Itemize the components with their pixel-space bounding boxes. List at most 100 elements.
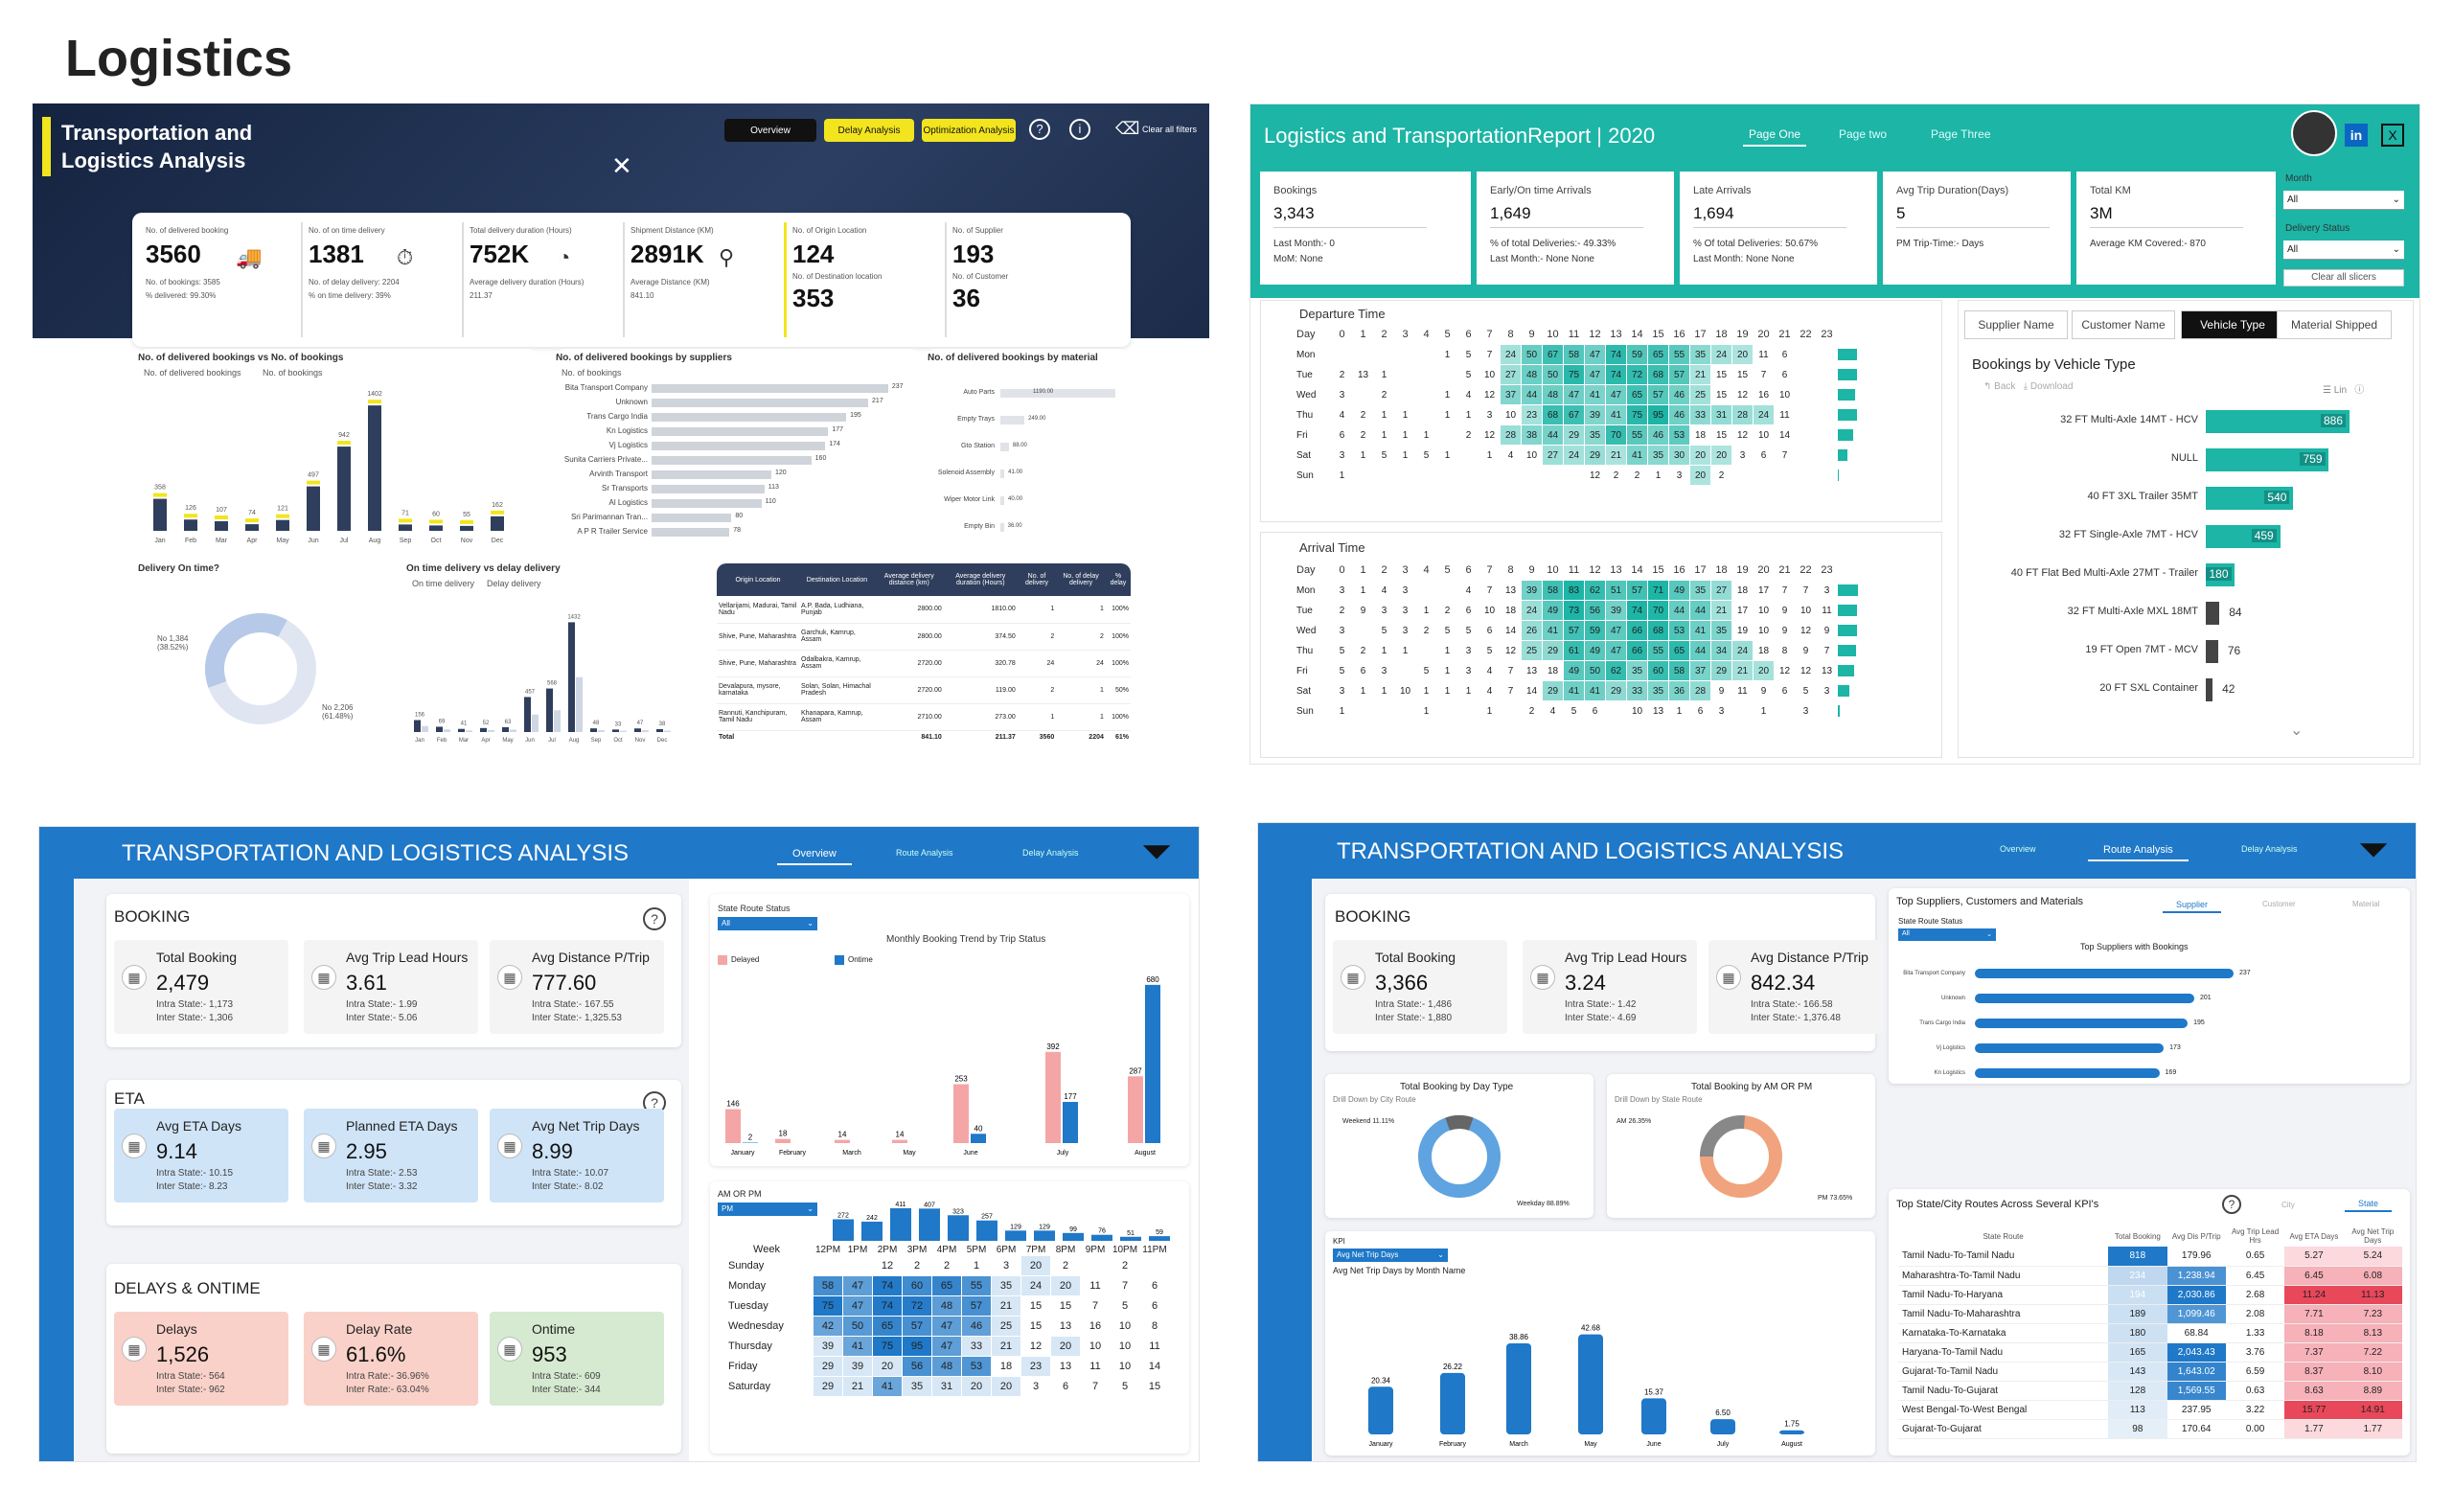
tab-customer[interactable]: Customer [2262, 900, 2296, 908]
table-cell: 50% [1114, 686, 1129, 694]
table-header-row: State Route Total Booking Avg Dis P/Trip Av… [1898, 1226, 2402, 1247]
heatmap-cell: 29 [814, 1357, 842, 1376]
total-bar [1838, 470, 1840, 481]
heatmap-cell [1353, 385, 1373, 404]
bookings-column-chart: No. of delivered bookings vs No. of book… [138, 349, 537, 560]
kpi-sub-2: Inter State:- 8.02 [532, 1181, 604, 1192]
bar-label: Kn Logistics [606, 426, 648, 435]
booking-section: BOOKING ▦ Total Booking 3,366 Intra State:-… [1325, 894, 1883, 1051]
tab-delay-analysis[interactable]: Delay Analysis [2241, 844, 2298, 854]
bar-value-label: 113 [768, 484, 779, 491]
x-twitter-icon[interactable]: X [2381, 124, 2404, 147]
chevron-down-icon: ⌄ [1986, 931, 1992, 938]
heatmap-cell: 5 [1465, 625, 1472, 636]
hour-header: 13 [1610, 564, 1622, 576]
tab-customer-name[interactable]: Customer Name [2072, 310, 2175, 339]
kpi-label: Total delivery duration (Hours) [470, 226, 572, 235]
clear-slicers-button[interactable]: Clear all slicers [2283, 269, 2404, 286]
info-icon[interactable]: i [1069, 119, 1090, 140]
heatmap-cell: 74 [873, 1276, 902, 1295]
tab-route-analysis[interactable]: Route Analysis [896, 848, 953, 858]
tab-city[interactable]: City [2281, 1201, 2295, 1209]
tab-delay-analysis[interactable]: Delay Analysis [1022, 848, 1079, 858]
donut-label-right: PM 73.65% [1818, 1195, 1853, 1202]
status-slicer[interactable]: All ⌄ [2283, 241, 2404, 260]
help-icon[interactable]: ? [643, 907, 666, 930]
heatmap-cell [1732, 466, 1753, 485]
tab-supplier-name[interactable]: Supplier Name [1964, 310, 2068, 339]
table-cell: Khanapara, Kamrup, Assam [801, 710, 863, 723]
back-button[interactable]: ↰ Back ⤓ Download [1983, 381, 2074, 392]
clear-filters-button[interactable]: Clear all filters [1142, 125, 1198, 134]
kpi-slicer[interactable]: Avg Net Trip Days ⌄ [1333, 1249, 1448, 1262]
heatmap-cell: 2 [1613, 470, 1619, 481]
total-bar [1838, 625, 1857, 636]
x-tick-label: May [502, 738, 513, 744]
heatmap-cell: 5 [1486, 645, 1493, 656]
hour-header: 15 [1652, 329, 1664, 340]
heatmap-cell: 58 [814, 1276, 842, 1295]
route-status-slicer[interactable]: All ⌄ [1898, 928, 1996, 941]
route-status-slicer[interactable]: All ⌄ [718, 917, 817, 930]
eraser-icon[interactable]: ⌫ [1115, 119, 1140, 138]
tab-page-three[interactable]: Page Three [1931, 127, 1991, 141]
heatmap-cell: 50 [1585, 661, 1605, 680]
heatmap-cell: 30 [1669, 446, 1689, 465]
heatmap-cell: 26 [1522, 621, 1542, 640]
heatmap-cell: 13 [1504, 584, 1517, 596]
nav-optimization-button[interactable]: Optimization Analysis [922, 119, 1016, 142]
tab-route-analysis[interactable]: Route Analysis [2088, 844, 2189, 861]
close-icon[interactable]: ✕ [611, 151, 632, 180]
bar-label: 32 FT Single-Axle 7MT - HCV [2058, 529, 2198, 540]
avatar[interactable] [2291, 110, 2337, 156]
heatmap-cell: 3 [1339, 449, 1345, 461]
heatmap-cell: 6 [1151, 1280, 1158, 1292]
table-cell: Rannuti, Kanchipuram, Tamil Nadu [719, 710, 788, 723]
legend-swatch-ontime [835, 955, 844, 965]
kpi-card: ▦ Delays 1,526 Intra State:- 564 Inter State… [114, 1312, 288, 1406]
heatmap-cell: 46 [1669, 385, 1689, 404]
month-slicer[interactable]: All ⌄ [2283, 191, 2404, 210]
bar [1975, 969, 2234, 978]
linkedin-icon[interactable]: in [2345, 124, 2368, 147]
heatmap-cell: 7 [1760, 369, 1767, 380]
tab-material-shipped[interactable]: Material Shipped [2277, 310, 2392, 339]
heatmap-row: Mon 3 1 4 3 4 7 13 39 58 83 62 51 57 71 49 35 27 18 17 7 7 3 [1296, 581, 1858, 600]
filter-off-icon[interactable]: ⏷ [2358, 829, 2389, 871]
routes-table: State Route Total Booking Avg Dis P/Trip Av… [1898, 1226, 2402, 1439]
list-icon[interactable]: ☰ Lin ⓘ [2323, 385, 2365, 396]
column-value-label: 48 [593, 721, 600, 726]
table-cell: Odalbakra, Kamrup, Assam [801, 656, 861, 670]
nav-delay-analysis-button[interactable]: Delay Analysis [824, 119, 914, 142]
column-value-label: 156 [415, 713, 425, 719]
heatmap-cell: 2 [1528, 705, 1535, 717]
filter-off-icon[interactable]: ⏷ [1141, 831, 1172, 873]
tab-supplier[interactable]: Supplier [2163, 900, 2222, 913]
help-icon[interactable]: ? [2222, 1195, 2241, 1214]
tab-vehicle-type[interactable]: Vehicle Type [2181, 310, 2284, 339]
tab-state[interactable]: State [2345, 1199, 2393, 1212]
heatmap-cell: 10 [1483, 605, 1496, 616]
tab-page-one[interactable]: Page One [1743, 127, 1807, 147]
nav-overview-button[interactable]: Overview [724, 119, 816, 142]
heatmap-cell [1543, 466, 1563, 485]
heatmap-cell: 3 [1381, 665, 1387, 676]
tab-material[interactable]: Material [2352, 900, 2380, 908]
heatmap-cell: 27 [1501, 365, 1521, 384]
tab-overview[interactable]: Overview [2000, 844, 2036, 854]
help-icon[interactable]: ? [1029, 119, 1050, 140]
heatmap-cell: 6 [1360, 665, 1366, 676]
heatmap-cell: 1 [1444, 349, 1451, 360]
heatmap-cell: 15 [1715, 429, 1728, 441]
heatmap-cell: 48 [1543, 385, 1563, 404]
chevron-down-icon[interactable]: ⌄ [2290, 722, 2304, 739]
kpi-value: 5 [1896, 204, 1906, 222]
heatmap-row: Wed 3 2 1 4 12 37 44 48 47 41 47 65 57 46 25 15 12 16 10 [1296, 385, 1858, 404]
ampm-slicer[interactable]: PM ⌄ [718, 1203, 817, 1216]
heatmap-cell: 1 [1381, 645, 1387, 656]
heatmap-cell: 37 [1690, 661, 1710, 680]
tab-overview[interactable]: Overview [777, 848, 852, 865]
heatmap-cell [1796, 446, 1816, 465]
table-cell: 24 [1046, 659, 1055, 667]
tab-page-two[interactable]: Page two [1839, 127, 1888, 141]
